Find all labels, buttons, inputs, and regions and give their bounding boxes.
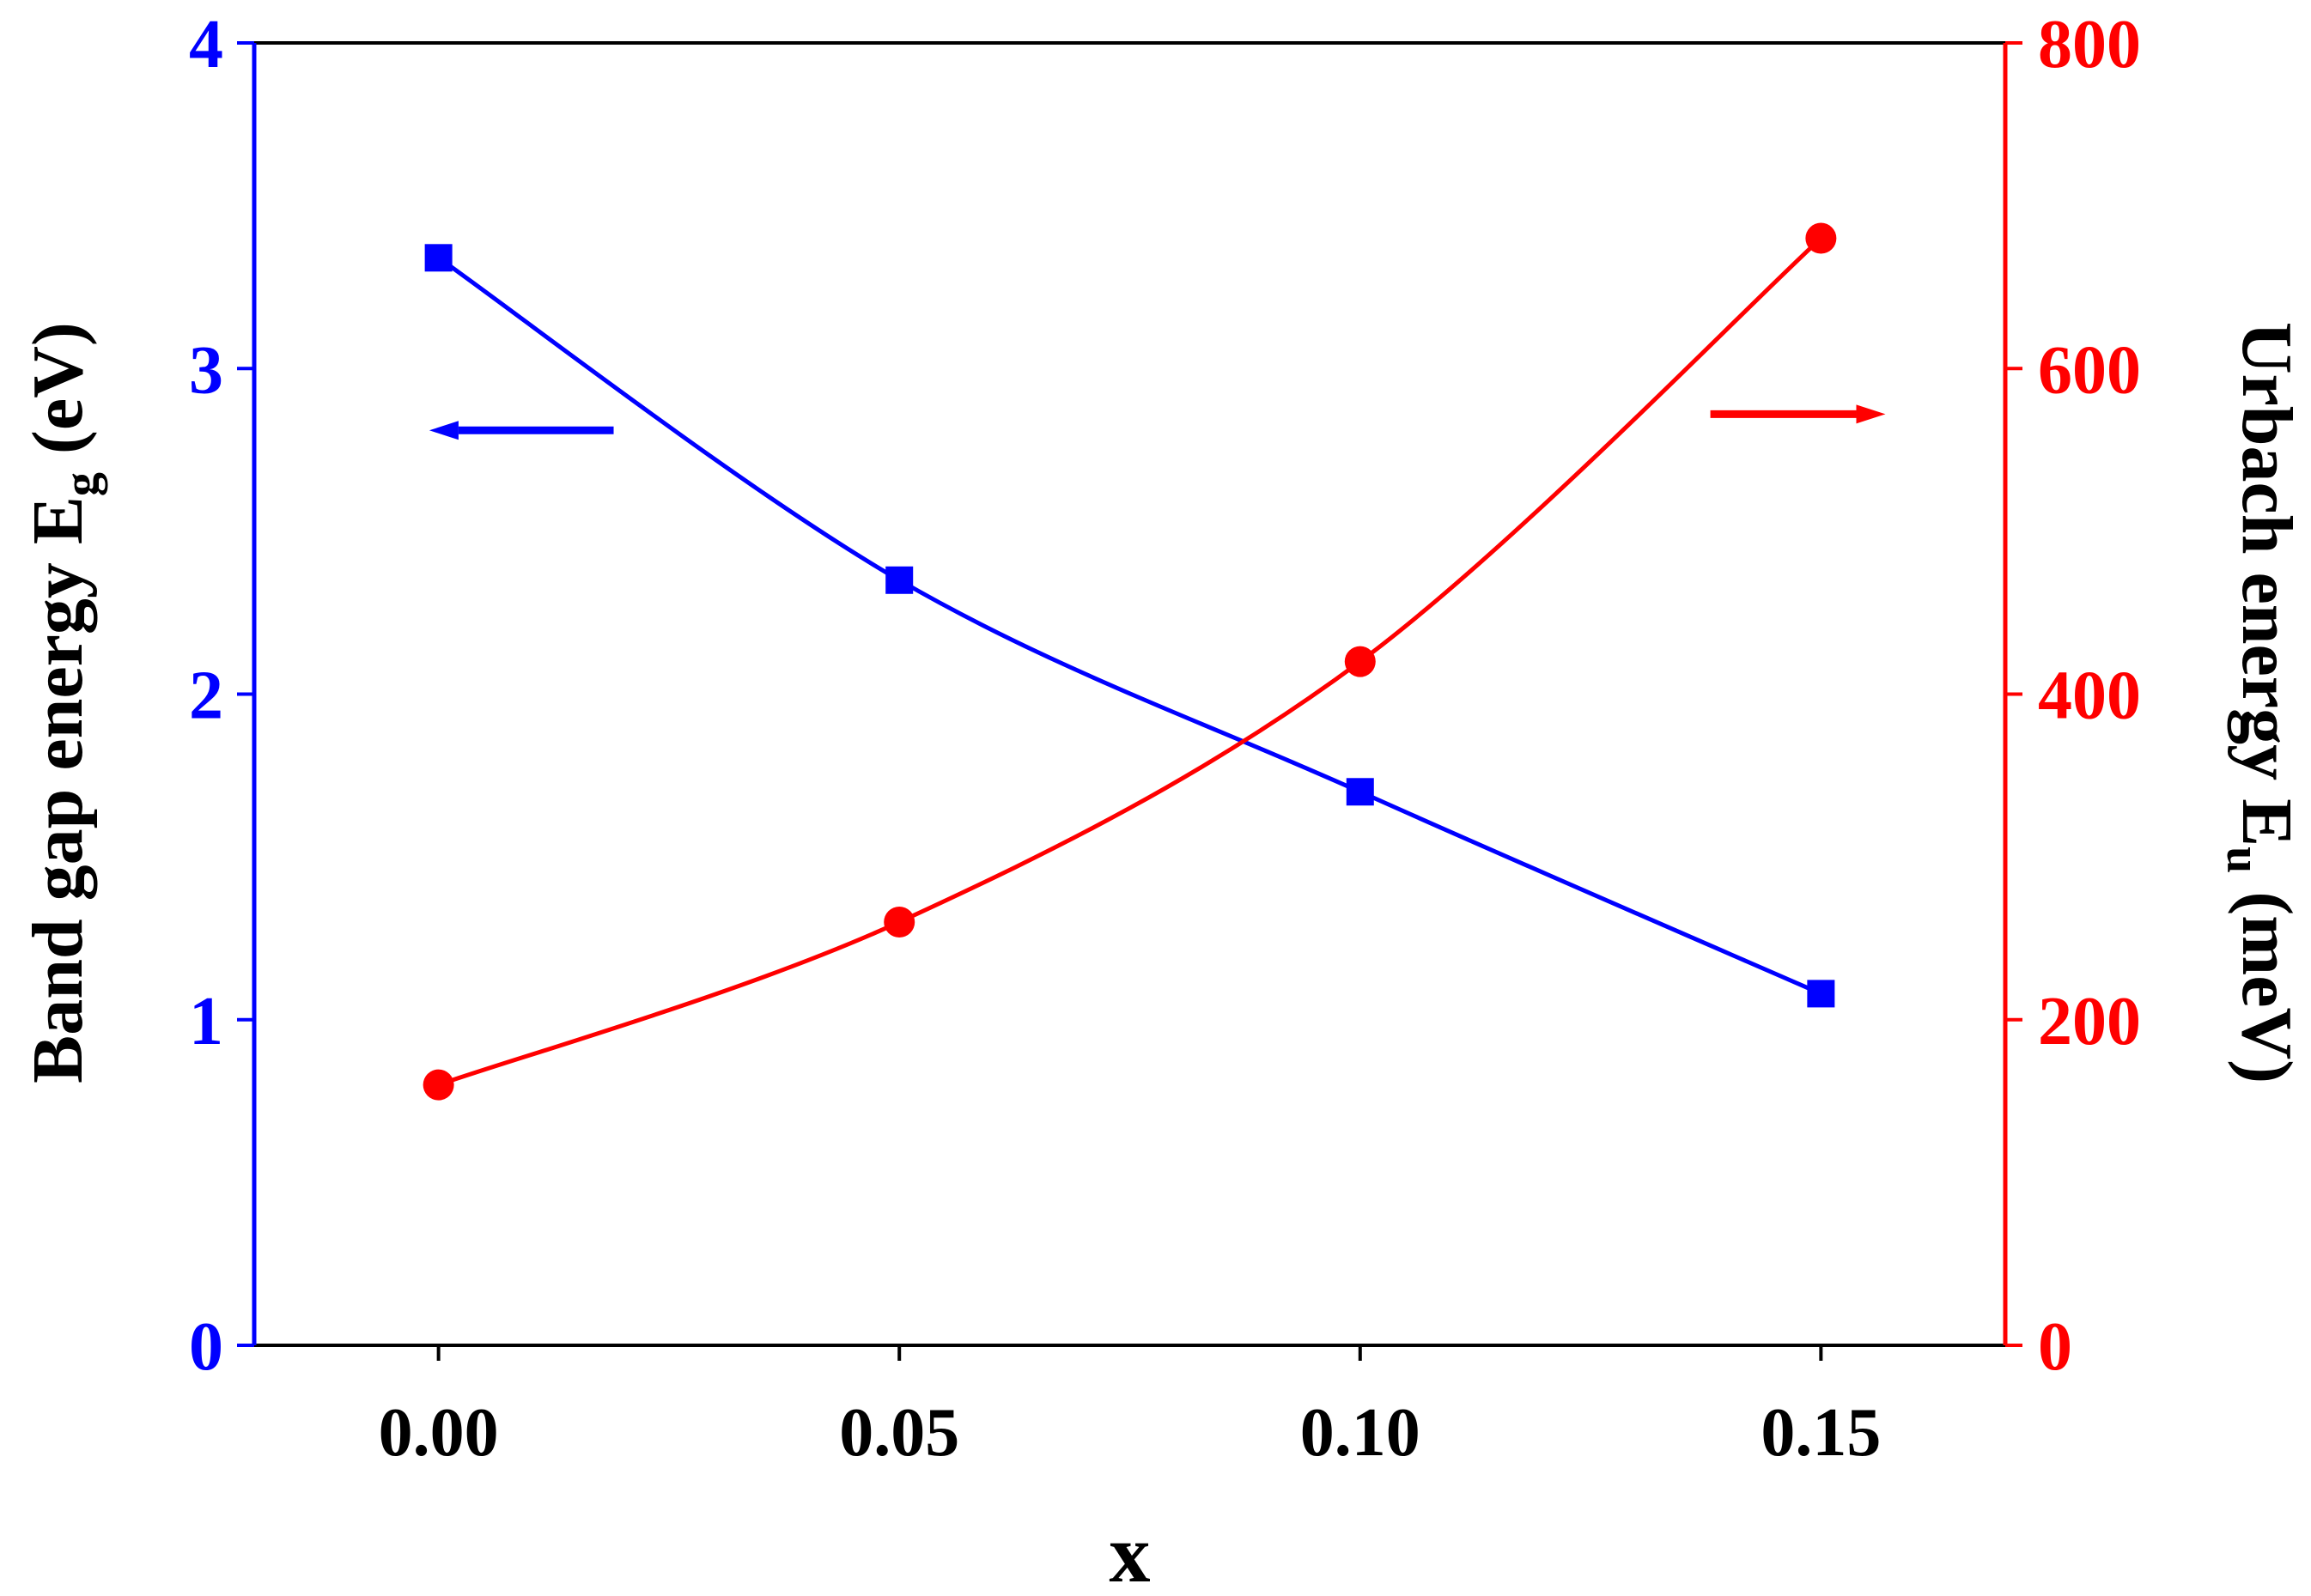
band-gap-point bbox=[885, 566, 914, 594]
band-gap-point bbox=[1807, 980, 1835, 1008]
left-y-axis-title-subscript: g bbox=[55, 472, 108, 496]
x-tick-label: 0.05 bbox=[839, 1395, 959, 1471]
band-gap-line bbox=[437, 256, 1822, 996]
series-layer bbox=[423, 222, 1886, 1101]
band-gap-point bbox=[1346, 778, 1374, 806]
text-layer: 0.00 0.05 0.10 0.15 0 1 2 3 4 0 200 400 600 800 x Band … bbox=[18, 7, 2307, 1596]
right-y-axis-title-subscript: u bbox=[2217, 847, 2270, 873]
right-y-tick-label: 400 bbox=[2038, 658, 2141, 734]
right-y-axis-title-unit: (meV) bbox=[2227, 873, 2307, 1083]
right-y-tick-label: 200 bbox=[2038, 984, 2141, 1059]
urbach-line bbox=[437, 236, 1823, 1087]
left-y-tick-label: 3 bbox=[189, 332, 223, 408]
axis-arrow-head bbox=[1856, 404, 1886, 424]
x-axis-title: x bbox=[1110, 1508, 1151, 1596]
axes-layer bbox=[237, 41, 2022, 1361]
left-y-axis-title: Band gap energy Eg (eV) bbox=[18, 322, 108, 1083]
band-gap-point bbox=[424, 244, 453, 272]
left-y-tick-label: 4 bbox=[189, 7, 223, 82]
right-y-tick-label: 800 bbox=[2038, 7, 2141, 82]
right-y-axis-title: Urbach energy Eu (meV) bbox=[2217, 322, 2307, 1083]
urbach-point bbox=[1805, 222, 1837, 254]
urbach-point bbox=[884, 906, 915, 938]
right-y-tick-label: 0 bbox=[2038, 1309, 2072, 1385]
left-y-tick-label: 1 bbox=[189, 984, 223, 1059]
left-y-axis-title-unit: (eV) bbox=[18, 322, 98, 472]
axis-arrow-head bbox=[429, 421, 459, 440]
x-tick-label: 0.10 bbox=[1300, 1395, 1420, 1471]
urbach-point bbox=[423, 1069, 454, 1101]
urbach-point bbox=[1344, 646, 1376, 677]
left-y-tick-label: 0 bbox=[189, 1309, 223, 1385]
left-y-tick-label: 2 bbox=[189, 658, 223, 734]
x-tick-label: 0.00 bbox=[379, 1395, 499, 1471]
right-y-tick-label: 600 bbox=[2038, 332, 2141, 408]
x-tick-label: 0.15 bbox=[1761, 1395, 1881, 1471]
